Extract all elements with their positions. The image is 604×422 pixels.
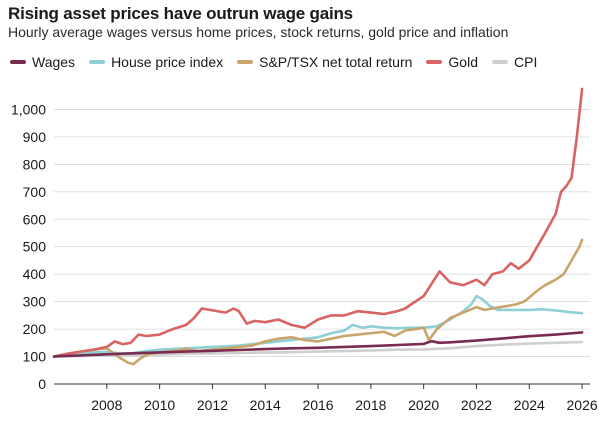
y-tick-label-700: 700 bbox=[23, 184, 47, 200]
legend-swatch-sp-tsx bbox=[237, 60, 254, 64]
legend-label-house-price-index: House price index bbox=[111, 54, 224, 70]
legend-item-sp-tsx: S&P/TSX net total return bbox=[237, 54, 412, 70]
legend-label-wages: Wages bbox=[32, 54, 76, 70]
legend-label-cpi: CPI bbox=[514, 54, 538, 70]
series-line-gold bbox=[52, 87, 584, 358]
x-tick-label-2016: 2016 bbox=[302, 397, 333, 413]
x-tick-label-2008: 2008 bbox=[91, 397, 122, 413]
x-tick-label-2010: 2010 bbox=[144, 397, 175, 413]
x-tick-label-2012: 2012 bbox=[197, 397, 228, 413]
legend-swatch-cpi bbox=[492, 60, 508, 64]
y-tick-label-600: 600 bbox=[23, 211, 47, 227]
series-line-wages bbox=[52, 331, 584, 358]
series-line-s-p-tsx-net-total-return bbox=[52, 238, 584, 366]
x-tick-label-2020: 2020 bbox=[408, 397, 439, 413]
series-line-cpi bbox=[52, 340, 584, 358]
y-tick-label-200: 200 bbox=[23, 321, 47, 337]
y-tick-label-500: 500 bbox=[23, 239, 47, 255]
y-tick-label-400: 400 bbox=[23, 266, 47, 282]
x-tick-label-2026: 2026 bbox=[567, 397, 598, 413]
legend-item-gold: Gold bbox=[426, 54, 478, 70]
x-tick-label-2018: 2018 bbox=[355, 397, 386, 413]
chart-subtitle: Hourly average wages versus home prices,… bbox=[8, 24, 509, 40]
y-tick-label-1000: 1,000 bbox=[11, 101, 46, 117]
y-tick-label-800: 800 bbox=[23, 156, 47, 172]
x-tick-label-2022: 2022 bbox=[461, 397, 492, 413]
legend-item-wages: Wages bbox=[10, 54, 75, 70]
legend: Wages House price index S&P/TSX net tota… bbox=[10, 54, 551, 70]
chart-title: Rising asset prices have outrun wage gai… bbox=[8, 4, 353, 23]
y-tick-label-900: 900 bbox=[23, 129, 47, 145]
legend-swatch-house-price-index bbox=[89, 60, 106, 64]
legend-label-sp-tsx: S&P/TSX net total return bbox=[259, 54, 413, 70]
y-tick-label-100: 100 bbox=[23, 349, 47, 365]
y-tick-label-300: 300 bbox=[23, 294, 47, 310]
x-tick-label-2014: 2014 bbox=[250, 397, 281, 413]
legend-swatch-wages bbox=[10, 60, 26, 64]
legend-item-house-price-index: House price index bbox=[89, 54, 223, 70]
legend-item-cpi: CPI bbox=[492, 54, 537, 70]
x-tick-label-2024: 2024 bbox=[514, 397, 545, 413]
legend-label-gold: Gold bbox=[448, 54, 478, 70]
y-tick-label-0: 0 bbox=[38, 376, 46, 392]
legend-swatch-gold bbox=[426, 60, 443, 64]
